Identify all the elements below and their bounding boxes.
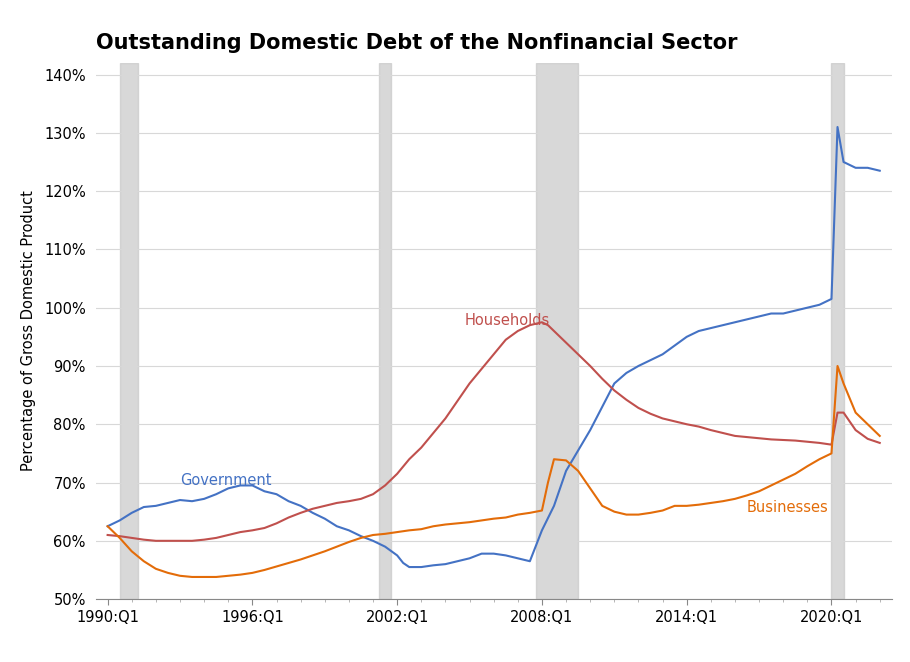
Text: St. Louis: St. Louis (156, 639, 208, 652)
Text: Federal Reserve Bank: Federal Reserve Bank (9, 639, 149, 652)
Text: of: of (139, 639, 151, 652)
Bar (536, 63, 578, 599)
Text: Outstanding Domestic Debt of the Nonfinancial Sector: Outstanding Domestic Debt of the Nonfina… (96, 33, 737, 53)
Y-axis label: Percentage of Gross Domestic Product: Percentage of Gross Domestic Product (21, 191, 35, 471)
Text: Government: Government (180, 473, 271, 489)
Bar (379, 63, 391, 599)
Text: Businesses: Businesses (747, 500, 829, 514)
Bar (832, 63, 844, 599)
Text: Households: Households (465, 313, 550, 328)
Bar (120, 63, 137, 599)
